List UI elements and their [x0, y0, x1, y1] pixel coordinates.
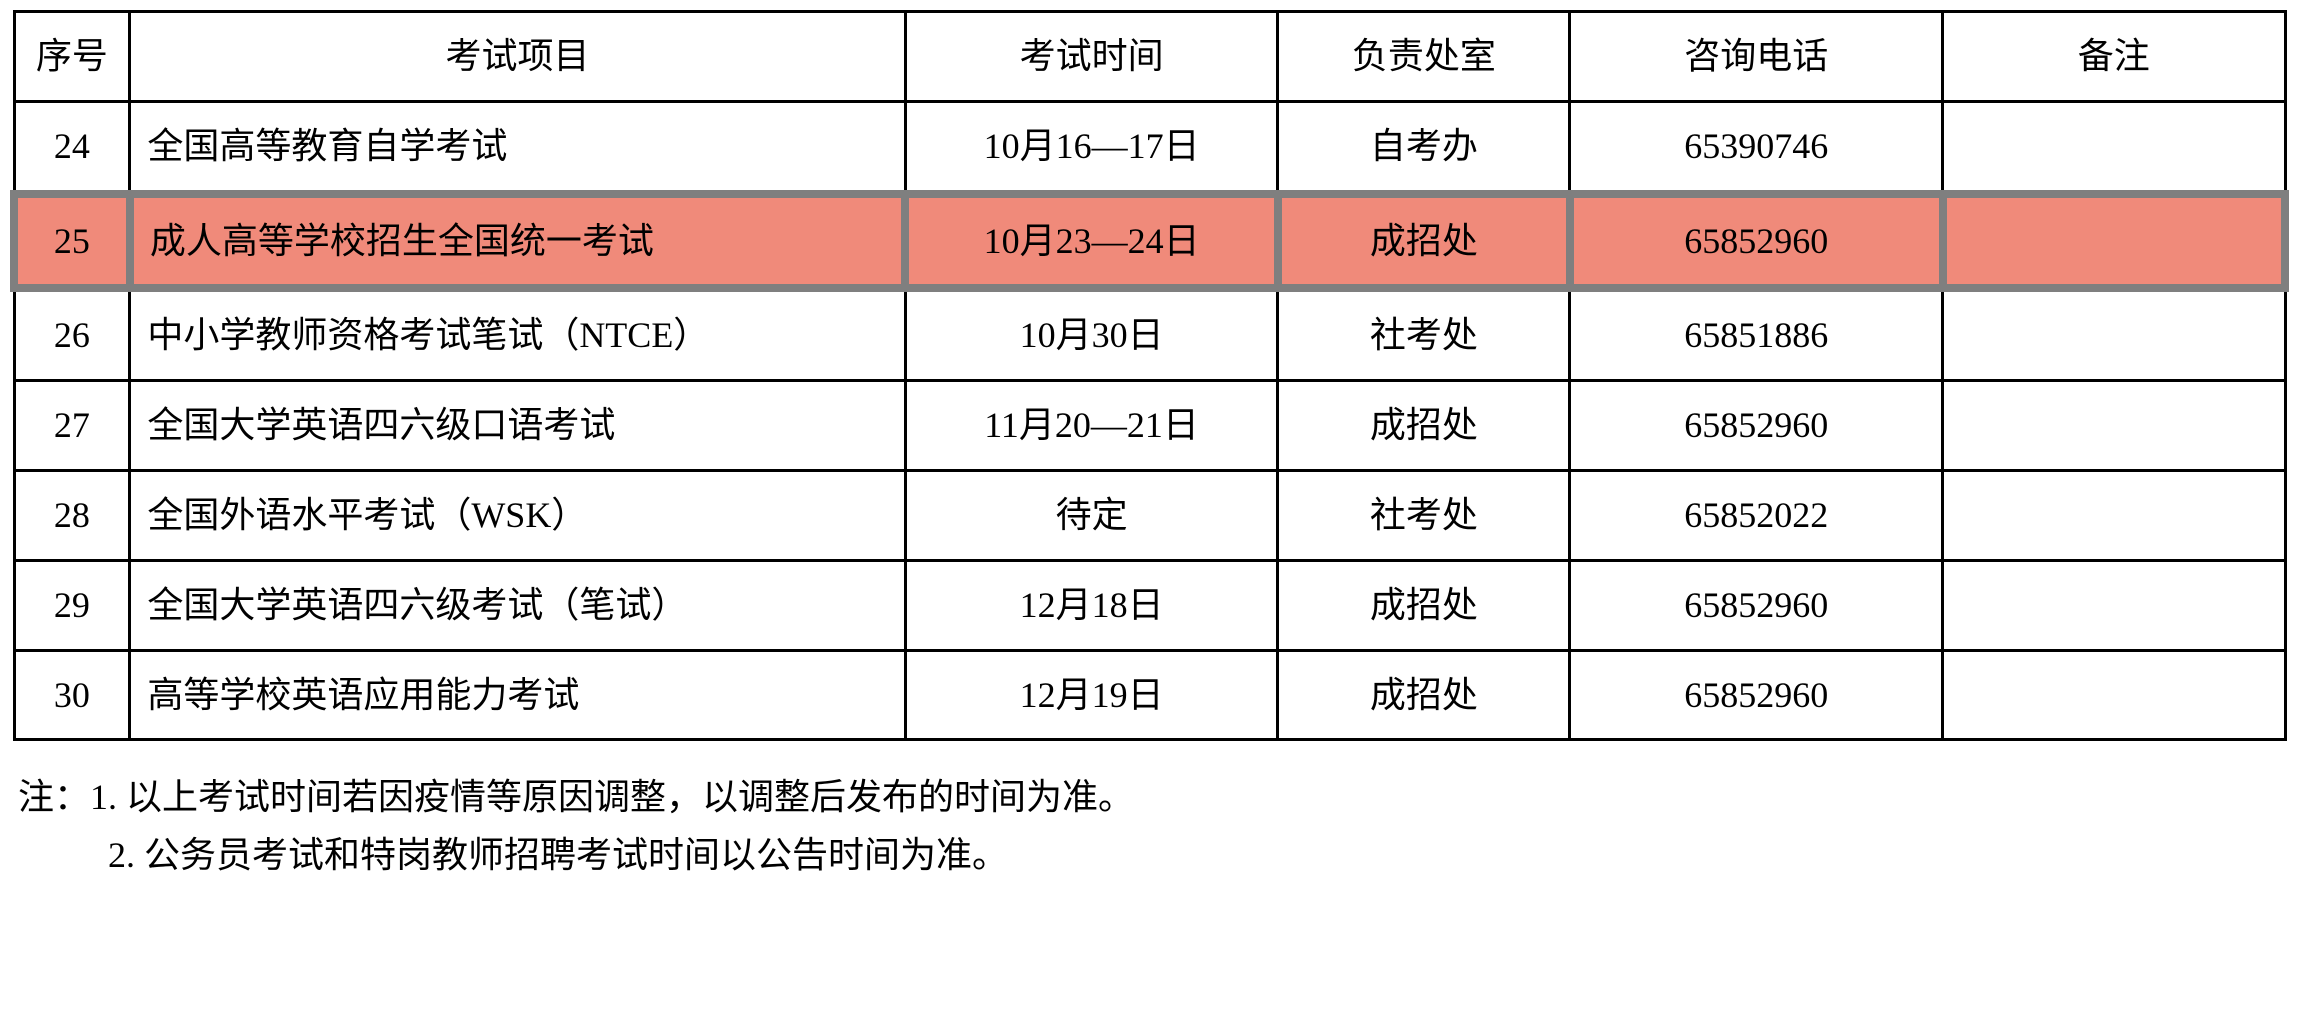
- cell-phone: 65852960: [1570, 560, 1943, 650]
- table-row: 25成人高等学校招生全国统一考试10月23—24日成招处65852960: [14, 194, 2285, 289]
- cell-num: 27: [14, 381, 130, 471]
- table-row: 26中小学教师资格考试笔试（NTCE）10月30日社考处65851886: [14, 288, 2285, 380]
- cell-name: 全国大学英语四六级考试（笔试）: [130, 560, 905, 650]
- table-row: 24全国高等教育自学考试10月16—17日自考办65390746: [14, 101, 2285, 193]
- cell-note: [1943, 650, 2285, 740]
- table-body: 24全国高等教育自学考试10月16—17日自考办6539074625成人高等学校…: [14, 101, 2285, 740]
- table-row: 27全国大学英语四六级口语考试11月20—21日成招处65852960: [14, 381, 2285, 471]
- cell-phone: 65852960: [1570, 650, 1943, 740]
- cell-time: 10月23—24日: [905, 194, 1278, 289]
- exam-schedule-table: 序号 考试项目 考试时间 负责处室 咨询电话 备注 24全国高等教育自学考试10…: [10, 10, 2289, 741]
- footnote-1-text: 1. 以上考试时间若因疫情等原因调整，以调整后发布的时间为准。: [90, 777, 1134, 817]
- cell-dept: 社考处: [1278, 470, 1570, 560]
- table-row: 30高等学校英语应用能力考试12月19日成招处65852960: [14, 650, 2285, 740]
- cell-time: 12月18日: [905, 560, 1278, 650]
- cell-phone: 65852022: [1570, 470, 1943, 560]
- cell-num: 26: [14, 288, 130, 380]
- cell-time: 11月20—21日: [905, 381, 1278, 471]
- footnote-prefix: 注：: [18, 777, 90, 817]
- cell-note: [1943, 288, 2285, 380]
- cell-note: [1943, 470, 2285, 560]
- cell-note: [1943, 381, 2285, 471]
- cell-name: 全国外语水平考试（WSK）: [130, 470, 905, 560]
- footnote-line2: 2. 公务员考试和特岗教师招聘考试时间以公告时间为准。: [18, 827, 2289, 885]
- col-header-phone: 咨询电话: [1570, 12, 1943, 102]
- col-header-dept: 负责处室: [1278, 12, 1570, 102]
- footnote-line1: 注：1. 以上考试时间若因疫情等原因调整，以调整后发布的时间为准。: [18, 769, 2289, 827]
- cell-time: 12月19日: [905, 650, 1278, 740]
- cell-phone: 65390746: [1570, 101, 1943, 193]
- col-header-time: 考试时间: [905, 12, 1278, 102]
- cell-name: 中小学教师资格考试笔试（NTCE）: [130, 288, 905, 380]
- cell-name: 全国高等教育自学考试: [130, 101, 905, 193]
- table-header-row: 序号 考试项目 考试时间 负责处室 咨询电话 备注: [14, 12, 2285, 102]
- cell-num: 30: [14, 650, 130, 740]
- table-row: 29全国大学英语四六级考试（笔试）12月18日成招处65852960: [14, 560, 2285, 650]
- cell-dept: 成招处: [1278, 650, 1570, 740]
- cell-dept: 自考办: [1278, 101, 1570, 193]
- cell-phone: 65852960: [1570, 381, 1943, 471]
- cell-time: 待定: [905, 470, 1278, 560]
- cell-note: [1943, 560, 2285, 650]
- cell-name: 全国大学英语四六级口语考试: [130, 381, 905, 471]
- cell-note: [1943, 101, 2285, 193]
- table-row: 28全国外语水平考试（WSK）待定社考处65852022: [14, 470, 2285, 560]
- cell-num: 24: [14, 101, 130, 193]
- cell-num: 25: [14, 194, 130, 289]
- cell-name: 成人高等学校招生全国统一考试: [130, 194, 905, 289]
- cell-phone: 65852960: [1570, 194, 1943, 289]
- cell-time: 10月16—17日: [905, 101, 1278, 193]
- cell-dept: 成招处: [1278, 194, 1570, 289]
- cell-dept: 社考处: [1278, 288, 1570, 380]
- cell-num: 29: [14, 560, 130, 650]
- col-header-name: 考试项目: [130, 12, 905, 102]
- cell-num: 28: [14, 470, 130, 560]
- cell-name: 高等学校英语应用能力考试: [130, 650, 905, 740]
- cell-dept: 成招处: [1278, 560, 1570, 650]
- cell-phone: 65851886: [1570, 288, 1943, 380]
- col-header-note: 备注: [1943, 12, 2285, 102]
- footnotes: 注：1. 以上考试时间若因疫情等原因调整，以调整后发布的时间为准。 2. 公务员…: [10, 769, 2289, 884]
- cell-time: 10月30日: [905, 288, 1278, 380]
- cell-dept: 成招处: [1278, 381, 1570, 471]
- cell-note: [1943, 194, 2285, 289]
- col-header-num: 序号: [14, 12, 130, 102]
